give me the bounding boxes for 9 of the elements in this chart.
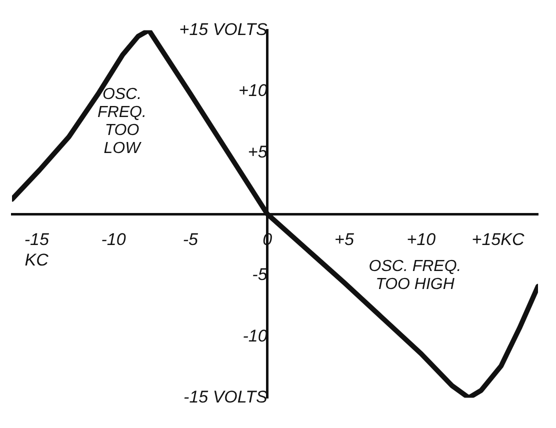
y-tick-label: +15 VOLTS <box>179 20 268 39</box>
x-tick-label: +15KC <box>472 230 525 249</box>
y-tick-label: -15 VOLTS <box>184 388 268 407</box>
x-tick-label: -15 KC <box>24 230 50 270</box>
annotation: OSC. FREQ. TOO LOW <box>96 86 148 158</box>
x-tick-label: +10 <box>406 230 436 249</box>
annotation: OSC. FREQ. TOO HIGH <box>368 258 462 294</box>
x-tick-label: +5 <box>334 230 354 249</box>
x-tick-label: -10 <box>101 230 126 249</box>
